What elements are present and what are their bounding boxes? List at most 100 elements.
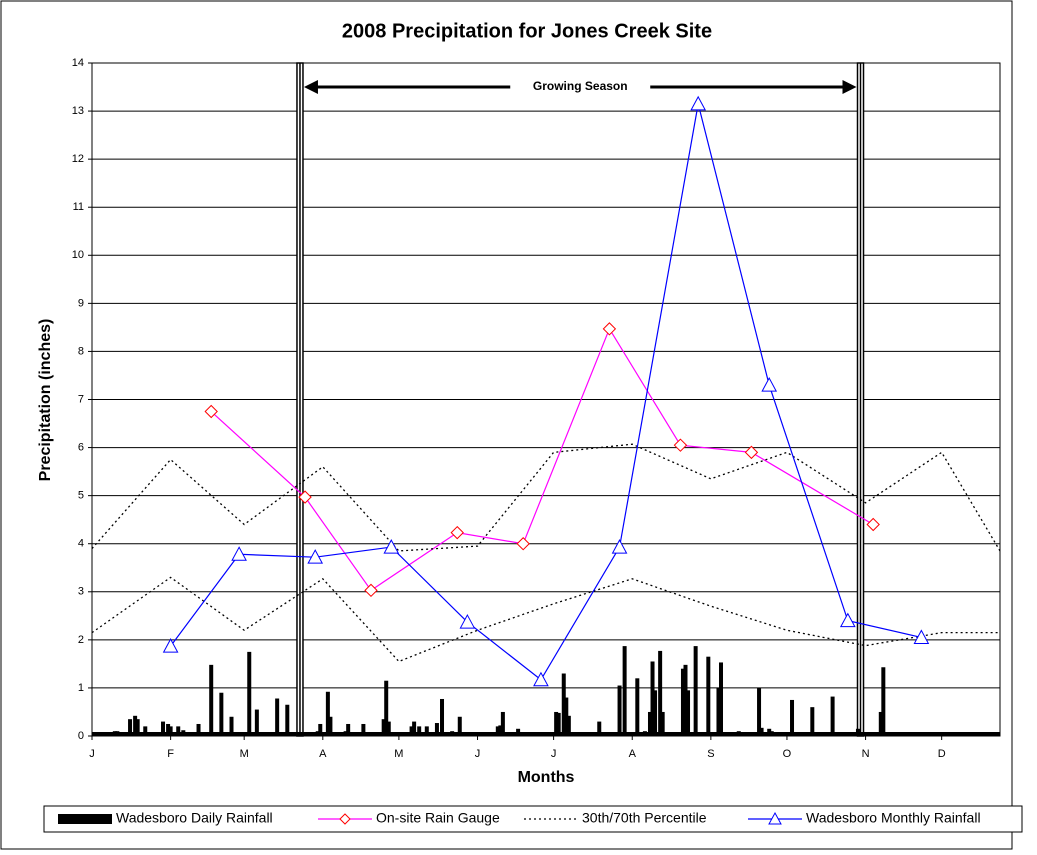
y-tick-label: 5 xyxy=(78,490,84,502)
bar xyxy=(635,678,640,736)
marker xyxy=(383,539,400,554)
bar xyxy=(343,731,348,736)
bar xyxy=(495,726,500,736)
legend-label: 30th/70th Percentile xyxy=(582,810,707,826)
x-tick-label: N xyxy=(862,748,870,760)
marker xyxy=(611,539,628,554)
x-tick-label: J xyxy=(89,748,95,760)
bar xyxy=(424,726,429,736)
bar xyxy=(285,704,290,736)
bar xyxy=(878,711,883,736)
marker xyxy=(744,445,759,460)
bar xyxy=(647,711,652,736)
y-tick-label: 2 xyxy=(78,634,84,646)
x-tick-label: J xyxy=(551,748,557,760)
bar xyxy=(181,730,186,736)
marker xyxy=(866,517,880,532)
y-axis-label: Precipitation (inches) xyxy=(37,319,54,482)
bar xyxy=(310,733,315,736)
bar xyxy=(683,664,688,736)
y-tick-label: 13 xyxy=(72,105,84,117)
y-tick-label: 10 xyxy=(72,249,84,261)
arrow-head xyxy=(842,80,857,94)
legend-swatch xyxy=(58,814,112,824)
bar xyxy=(609,733,614,736)
marker xyxy=(673,438,688,452)
x-tick-label: D xyxy=(938,748,946,760)
series-line xyxy=(91,576,1000,663)
bar xyxy=(219,692,224,736)
bar xyxy=(133,715,138,736)
bar xyxy=(810,707,815,736)
bar xyxy=(166,723,171,736)
marker xyxy=(450,525,464,540)
bar xyxy=(417,726,422,736)
bar xyxy=(135,719,140,736)
legend-label: Wadesboro Daily Rainfall xyxy=(116,810,273,826)
x-tick-label: O xyxy=(783,748,792,760)
bar xyxy=(686,690,691,736)
bar xyxy=(384,680,389,736)
bar xyxy=(346,723,351,736)
bar xyxy=(706,656,711,736)
bar xyxy=(881,667,886,736)
bar xyxy=(653,690,658,736)
bar xyxy=(143,726,148,736)
annotation-bg xyxy=(510,77,651,97)
x-tick-label: F xyxy=(167,748,174,760)
bar xyxy=(597,721,602,736)
marker xyxy=(459,614,476,629)
bar xyxy=(176,726,181,736)
y-tick-label: 8 xyxy=(78,345,84,357)
marker xyxy=(602,322,617,336)
bar xyxy=(325,691,330,736)
bar xyxy=(115,731,120,736)
marker xyxy=(516,537,530,551)
marker xyxy=(533,671,549,687)
y-tick-label: 11 xyxy=(73,201,84,213)
bar xyxy=(409,726,414,736)
bar xyxy=(719,662,724,736)
bar xyxy=(769,731,774,736)
marker xyxy=(204,404,218,419)
bar xyxy=(757,687,762,736)
bar xyxy=(566,715,571,736)
bar xyxy=(500,711,505,736)
bar xyxy=(161,721,166,736)
bar xyxy=(467,733,472,736)
bar xyxy=(516,728,521,736)
legend-box xyxy=(43,805,1023,833)
bar xyxy=(450,731,455,736)
bar xyxy=(412,721,417,736)
bar xyxy=(254,709,259,736)
bar xyxy=(434,723,439,736)
bar xyxy=(396,733,401,736)
bar xyxy=(767,728,772,736)
bar xyxy=(642,731,647,736)
x-tick-label: A xyxy=(629,748,637,760)
bar xyxy=(196,723,201,736)
marker xyxy=(364,583,378,598)
bar xyxy=(247,651,252,736)
bar xyxy=(440,698,445,736)
bar xyxy=(658,650,663,736)
marker xyxy=(839,612,856,628)
bar xyxy=(561,673,566,736)
y-tick-label: 9 xyxy=(78,297,84,309)
marker xyxy=(761,377,778,392)
arrow-head xyxy=(303,80,318,94)
bar xyxy=(498,725,503,736)
marker xyxy=(231,546,247,561)
bar xyxy=(318,723,323,736)
bar xyxy=(790,699,795,736)
bar xyxy=(716,687,721,736)
bar xyxy=(381,719,386,736)
x-tick-label: S xyxy=(707,748,714,760)
y-tick-label: 12 xyxy=(72,153,84,165)
bar xyxy=(386,721,391,736)
y-tick-label: 7 xyxy=(78,393,84,405)
bar xyxy=(168,726,173,736)
series-line xyxy=(91,443,1001,552)
x-tick-label: M xyxy=(394,748,403,760)
